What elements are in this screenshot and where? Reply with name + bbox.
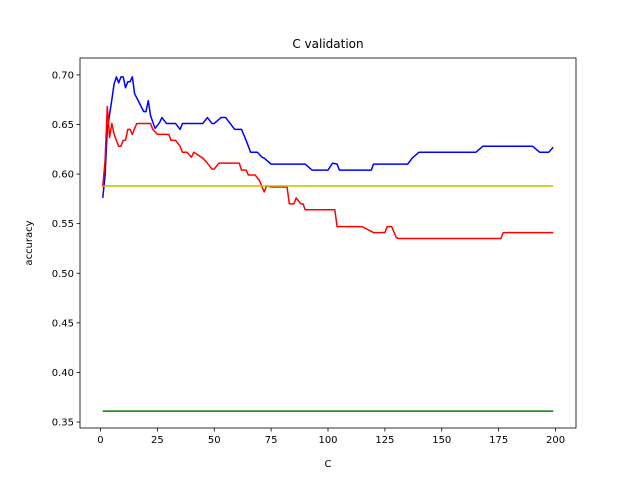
x-axis-label: C — [325, 459, 332, 470]
x-axis: 0 25 50 75 100 125 150 175 200 — [97, 428, 565, 446]
chart-title: C validation — [292, 37, 363, 51]
y-tick-label: 0.40 — [52, 368, 74, 379]
x-tick-label: 25 — [151, 435, 164, 446]
x-tick-label: 0 — [97, 435, 103, 446]
y-tick-label: 0.60 — [52, 170, 74, 181]
x-tick-label: 50 — [208, 435, 221, 446]
y-tick-label: 0.55 — [52, 219, 74, 230]
x-tick-label: 150 — [432, 435, 451, 446]
x-tick-label: 75 — [265, 435, 278, 446]
plot-lines — [102, 76, 554, 412]
y-axis: 0.35 0.40 0.45 0.50 0.55 0.60 0.65 0.70 — [52, 70, 80, 429]
y-tick-label: 0.65 — [52, 120, 74, 131]
y-tick-label: 0.70 — [52, 70, 74, 81]
y-tick-label: 0.35 — [52, 418, 74, 429]
x-tick-label: 200 — [546, 435, 565, 446]
y-tick-label: 0.45 — [52, 318, 74, 329]
x-tick-label: 100 — [318, 435, 337, 446]
x-tick-label: 175 — [489, 435, 508, 446]
y-tick-label: 0.50 — [52, 269, 74, 280]
y-axis-label: accuracy — [24, 220, 35, 265]
series-line-red — [102, 105, 554, 240]
x-tick-label: 125 — [375, 435, 394, 446]
series-line-blue — [102, 76, 554, 198]
